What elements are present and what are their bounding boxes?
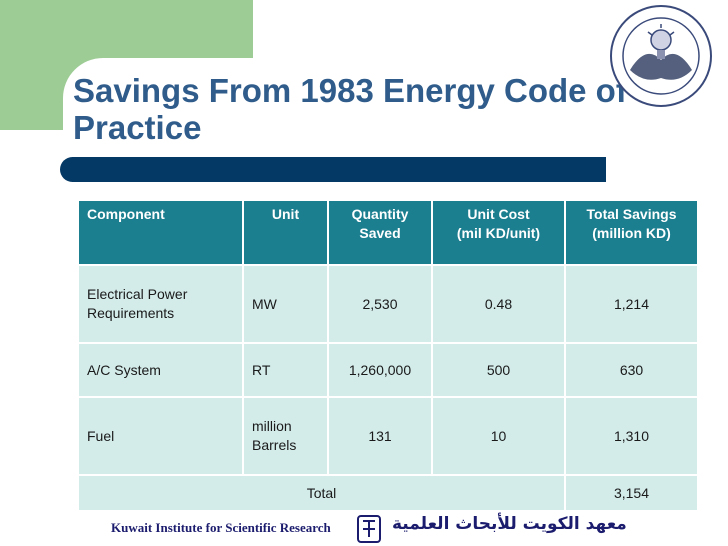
header-total-savings: Total Savings (million KD) xyxy=(566,201,697,264)
header-unit-cost: Unit Cost (mil KD/unit) xyxy=(433,201,564,264)
cell-component: A/C System xyxy=(79,344,242,396)
cell-unit: RT xyxy=(244,344,327,396)
cell-quantity: 1,260,000 xyxy=(329,344,431,396)
kisr-mark-icon xyxy=(357,515,381,543)
cell-unit-cost: 500 xyxy=(433,344,564,396)
cell-quantity: 131 xyxy=(329,398,431,474)
title-rule xyxy=(60,157,606,182)
total-value: 3,154 xyxy=(566,476,697,510)
kisr-seal-logo xyxy=(610,5,712,107)
cell-unit: million Barrels xyxy=(244,398,327,474)
footer-institute-ar: معهد الكويت للأبحاث العلمية xyxy=(392,514,627,534)
cell-quantity: 2,530 xyxy=(329,266,431,342)
total-label: Total xyxy=(79,476,564,510)
header-quantity: Quantity Saved xyxy=(329,201,431,264)
cell-component: Fuel xyxy=(79,398,242,474)
cell-component: Electrical Power Requirements xyxy=(79,266,242,342)
cell-unit: MW xyxy=(244,266,327,342)
footer-institute-en: Kuwait Institute for Scientific Research xyxy=(111,520,331,535)
cell-total-savings: 630 xyxy=(566,344,697,396)
cell-unit-cost: 0.48 xyxy=(433,266,564,342)
header-component: Component xyxy=(79,201,242,264)
cell-total-savings: 1,310 xyxy=(566,398,697,474)
cell-total-savings: 1,214 xyxy=(566,266,697,342)
slide-title: Savings From 1983 Energy Code of Practic… xyxy=(73,72,627,146)
header-unit: Unit xyxy=(244,201,327,264)
cell-unit-cost: 10 xyxy=(433,398,564,474)
